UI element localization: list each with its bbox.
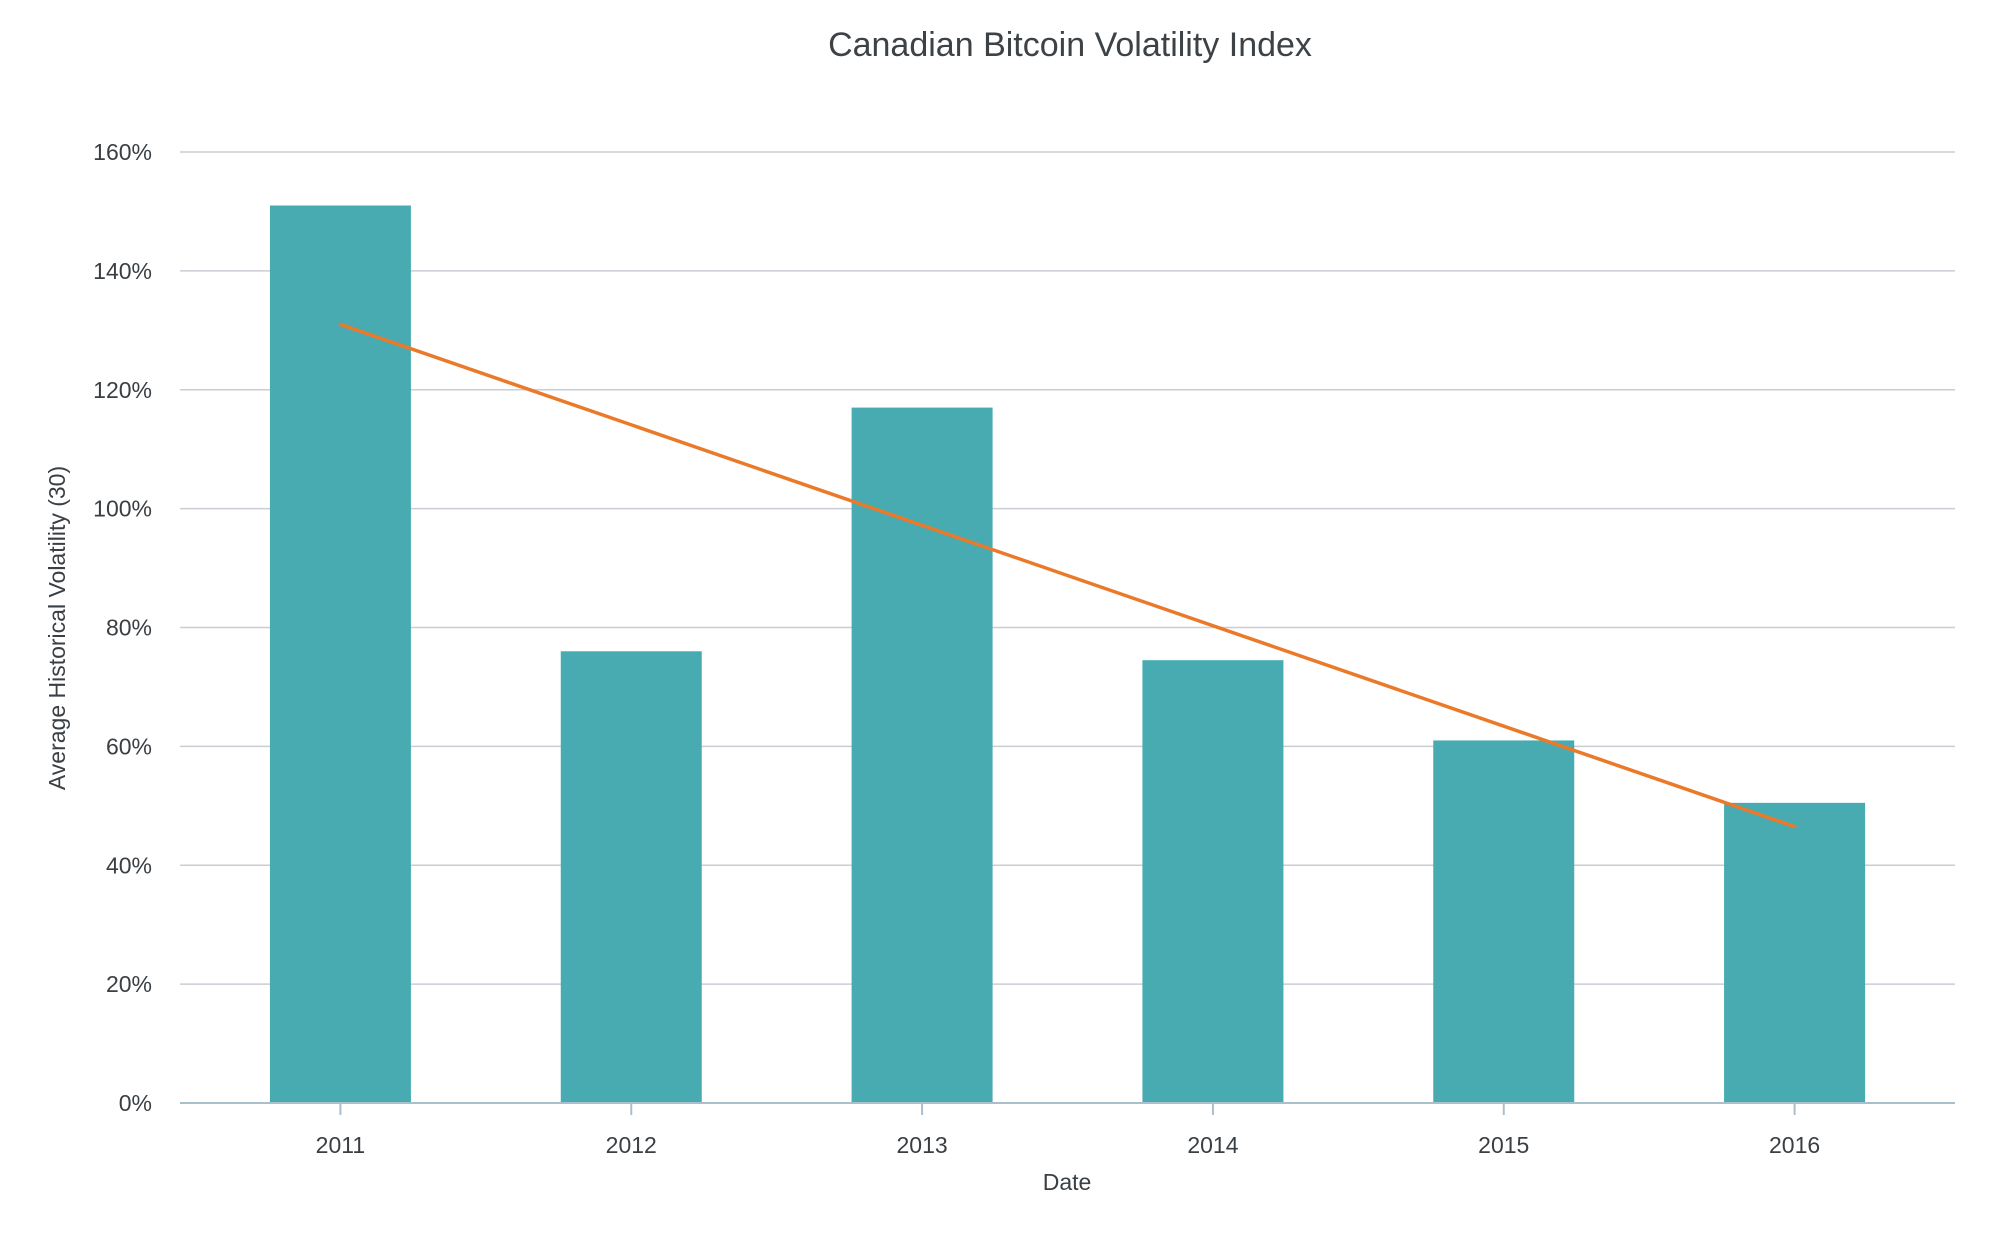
x-axis-ticks: 2011 2012 2013 2014 2015 2016 <box>316 1103 1820 1158</box>
x-tick-label: 2016 <box>1769 1132 1820 1158</box>
y-tick-label: 160% <box>93 139 152 165</box>
bar-2015 <box>1433 740 1575 1103</box>
bar-2014 <box>1142 660 1284 1103</box>
y-tick-label: 80% <box>106 615 152 641</box>
y-axis-label: Average Historical Volatility (30) <box>44 466 70 790</box>
bar-2013 <box>851 407 993 1103</box>
chart-title: Canadian Bitcoin Volatility Index <box>828 26 1312 64</box>
y-tick-label: 60% <box>106 733 152 759</box>
y-tick-label: 100% <box>93 496 152 522</box>
gridlines <box>180 151 1955 985</box>
x-tick-label: 2015 <box>1478 1132 1529 1158</box>
bar-2016 <box>1724 802 1866 1103</box>
bar-2012 <box>560 651 702 1103</box>
x-tick-label: 2014 <box>1187 1132 1238 1158</box>
bars <box>269 205 1866 1103</box>
x-tick-label: 2012 <box>606 1132 657 1158</box>
y-axis-ticks: 0% 20% 40% 60% 80% 100% 120% 140% 160% <box>93 139 152 1116</box>
y-tick-label: 40% <box>106 852 152 878</box>
x-tick-label: 2011 <box>316 1132 365 1158</box>
trendline <box>338 322 1797 829</box>
x-tick-label: 2013 <box>896 1132 947 1158</box>
y-tick-label: 0% <box>119 1090 152 1116</box>
trendline-group <box>338 322 1797 829</box>
y-tick-label: 140% <box>93 258 152 284</box>
bar-2011 <box>269 205 411 1103</box>
x-axis-label: Date <box>1043 1169 1092 1195</box>
y-tick-label: 20% <box>106 971 152 997</box>
y-tick-label: 120% <box>93 377 152 403</box>
